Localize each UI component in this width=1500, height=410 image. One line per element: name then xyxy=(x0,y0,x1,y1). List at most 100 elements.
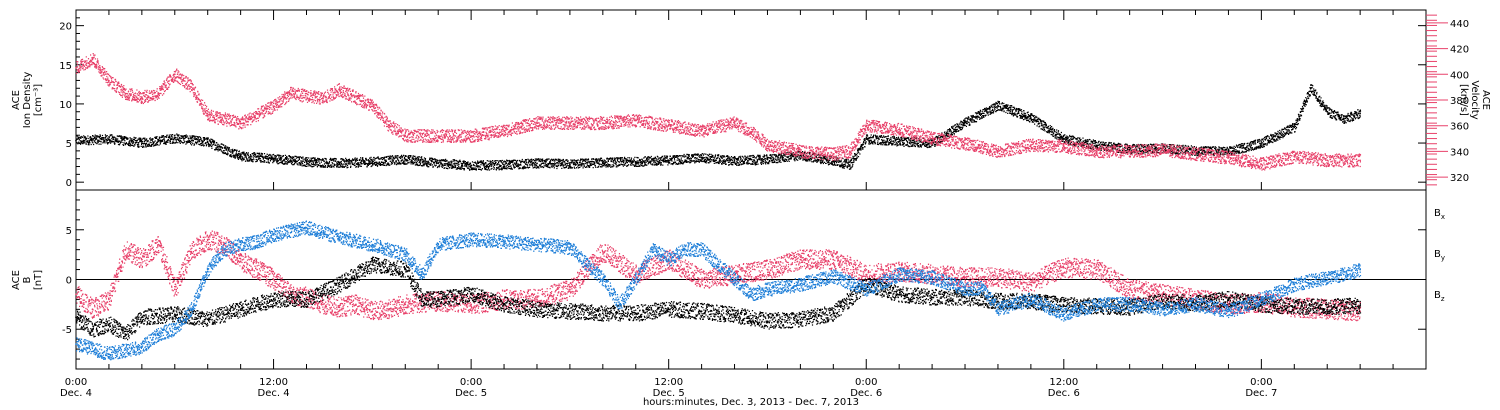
bx-dots-point xyxy=(173,313,176,316)
time-tick-label: 12:00 xyxy=(654,377,683,388)
bz-dots-point xyxy=(75,293,77,296)
bx-dots-point xyxy=(1062,304,1065,307)
velocity-dots-point xyxy=(750,131,752,134)
velocity-dots-point xyxy=(1095,150,1098,153)
density-dots-point xyxy=(141,142,143,144)
density-dots-point xyxy=(733,160,736,162)
time-tick-label: 0:00 xyxy=(460,377,482,388)
by-dots-point xyxy=(206,268,209,271)
velocity-dots-point xyxy=(157,92,160,95)
legend-By: By xyxy=(1434,249,1445,262)
by-dots-point xyxy=(766,288,769,291)
density-axis-label: ACEIon Density[cm⁻³] xyxy=(11,72,44,129)
density-dots-point xyxy=(1227,150,1230,153)
density-dots-point xyxy=(1342,118,1345,121)
density-tick-label: 5 xyxy=(66,139,72,150)
bx-dots-point xyxy=(766,320,769,323)
velocity-tick-label: 420 xyxy=(1450,45,1469,56)
velocity-tick-label: 400 xyxy=(1450,70,1469,81)
bz-dots-point xyxy=(108,298,110,301)
by-dots-point xyxy=(667,258,670,261)
by-dots-point xyxy=(931,276,933,279)
by-dots-point xyxy=(799,283,802,286)
bx-dots-point xyxy=(700,310,703,313)
density-dots-point xyxy=(667,159,670,162)
velocity-dots-point xyxy=(799,150,802,153)
velocity-dots-point xyxy=(865,124,868,127)
by-dots-point xyxy=(1095,303,1098,306)
by-dots-point xyxy=(651,248,654,251)
bz-dots-point xyxy=(470,303,472,306)
density-dots-point xyxy=(799,154,802,157)
day-tick-label: Dec. 5 xyxy=(455,388,487,399)
density-dots-point xyxy=(75,139,77,142)
bx-dots-point xyxy=(667,308,670,311)
density-axis-ticks: 0 5 10 15 20 xyxy=(59,17,1426,189)
density-dots-point xyxy=(766,158,769,161)
bx-dots-point xyxy=(239,308,242,311)
by-dots-point xyxy=(601,278,604,281)
bz-dots-point xyxy=(272,278,275,281)
velocity-tick-label: 380 xyxy=(1450,96,1469,107)
density-dots-point xyxy=(371,160,374,163)
by-dots-point xyxy=(108,353,110,355)
bx-dots-point xyxy=(898,293,901,296)
by-dots-point xyxy=(404,253,407,256)
bx-dots-point xyxy=(141,316,143,319)
bz-dots-point xyxy=(997,276,999,279)
bx-dots-point xyxy=(338,283,341,286)
by-dots-point xyxy=(1062,313,1065,316)
bx-dots-point xyxy=(634,312,637,315)
by-dots-point xyxy=(1161,308,1164,311)
density-dots-point xyxy=(239,155,242,158)
velocity-tick-label: 440 xyxy=(1450,19,1469,30)
by-dots-point xyxy=(997,308,999,311)
density-dots-point xyxy=(848,164,851,166)
by-dots-point xyxy=(223,248,226,251)
density-dots-point xyxy=(1095,144,1098,147)
by-dots-point xyxy=(141,346,143,348)
velocity-series xyxy=(75,52,1362,171)
bz-dots-point xyxy=(569,288,571,291)
velocity-tick-label: 340 xyxy=(1450,147,1469,158)
velocity-dots-point xyxy=(289,92,291,95)
bz-dots-point xyxy=(1128,288,1131,291)
by-dots-point xyxy=(536,243,538,246)
velocity-dots xyxy=(76,52,1362,171)
bz-dots-point xyxy=(141,258,143,261)
day-tick-label: Dec. 6 xyxy=(850,388,882,399)
velocity-dots-point xyxy=(75,67,77,69)
velocity-dots-point xyxy=(848,150,851,153)
density-dots-point xyxy=(634,160,637,163)
velocity-dots-point xyxy=(437,135,440,137)
bx-dots-point xyxy=(272,298,275,301)
bz-dots-point xyxy=(91,308,94,311)
density-dots-point xyxy=(536,162,538,165)
velocity-dots-point xyxy=(931,137,933,140)
by-dots-point xyxy=(173,328,176,331)
density-dots-point xyxy=(898,140,901,143)
legend-Bx: Bx xyxy=(1434,208,1445,221)
bz-dots-point xyxy=(601,250,604,253)
by-dots-point xyxy=(569,246,571,249)
velocity-dots-point xyxy=(832,153,835,155)
velocity-dots-point xyxy=(898,128,901,131)
velocity-dots-point xyxy=(239,122,242,124)
by-dots-point xyxy=(700,248,703,251)
velocity-dots-point xyxy=(1194,153,1197,155)
by-dots-point xyxy=(1128,303,1131,306)
bz-dots-point xyxy=(700,278,703,281)
density-dots-point xyxy=(1260,142,1263,144)
velocity-dots-point xyxy=(1227,157,1230,159)
density-dots-point xyxy=(700,157,703,159)
bx-dots-point xyxy=(371,263,374,266)
density-dots-point xyxy=(108,138,110,141)
by-dots-point xyxy=(618,303,621,306)
density-dots-point xyxy=(569,163,571,166)
bz-dots-point xyxy=(964,276,966,279)
velocity-dots-point xyxy=(503,130,505,132)
b-tick-label: -5 xyxy=(62,325,72,336)
bz-dots-point xyxy=(1095,268,1098,271)
velocity-dots-point xyxy=(470,135,472,137)
